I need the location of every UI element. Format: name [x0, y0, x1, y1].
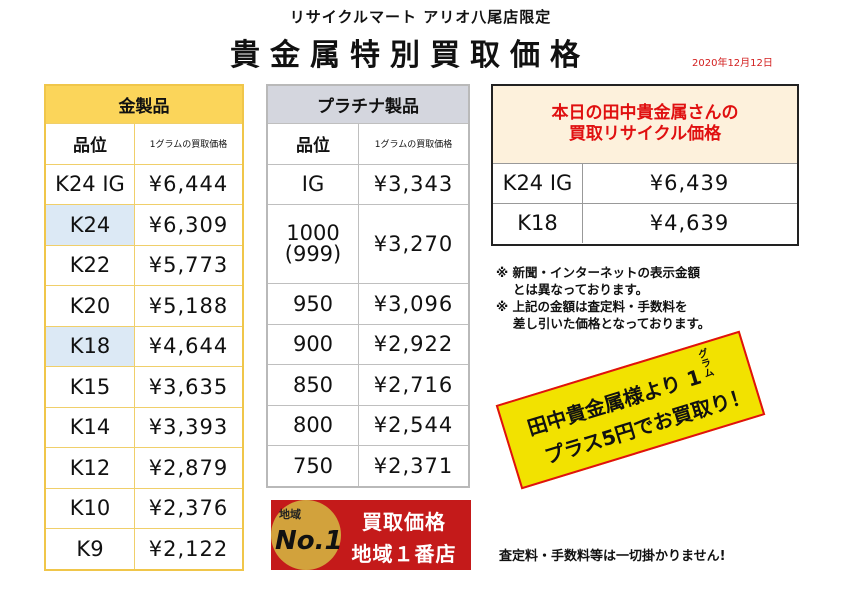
platinum-price: ¥2,371: [358, 445, 470, 487]
table-row: IG ¥3,343: [266, 163, 470, 205]
note-line: ※ 上記の金額は査定料・手数料を: [496, 299, 688, 314]
badge-text1: 買取価格: [362, 510, 446, 534]
gold-price: ¥2,376: [134, 487, 244, 529]
gold-grade: K24 IG: [44, 163, 135, 205]
table-row: K20 ¥5,188: [44, 285, 244, 327]
table-row: K14 ¥3,393: [44, 406, 244, 448]
badge-chiki: 地域: [279, 508, 301, 521]
table-row: 900 ¥2,922: [266, 323, 470, 365]
gold-grade: K20: [44, 285, 135, 327]
platinum-grade: 750: [266, 445, 359, 487]
gold-grade: K15: [44, 366, 135, 408]
note-line: ※ 新聞・インターネットの表示金額: [496, 265, 701, 280]
store-subtitle: リサイクルマート アリオ八尾店限定: [289, 8, 552, 26]
tanaka-grade: K24 IG: [493, 164, 583, 203]
platinum-price: ¥2,922: [358, 323, 470, 365]
gold-price: ¥3,393: [134, 406, 244, 448]
table-row: 800 ¥2,544: [266, 404, 470, 446]
platinum-price: ¥3,270: [358, 204, 470, 284]
platinum-col-price: 1グラムの買取価格: [358, 122, 470, 165]
platinum-price: ¥2,716: [358, 364, 470, 406]
platinum-grade: 900: [266, 323, 359, 365]
platinum-grade: 1000: [286, 221, 340, 245]
gold-table-header: 金製品: [44, 84, 244, 124]
table-row: K12 ¥2,879: [44, 447, 244, 489]
price-date: 2020年12月12日: [692, 58, 773, 69]
no1-badge: 地域 No.1 買取価格 地域１番店: [271, 500, 471, 570]
platinum-price: ¥3,343: [358, 163, 470, 205]
gold-grade: K10: [44, 487, 135, 529]
table-row: K24 IG ¥6,439: [493, 164, 797, 204]
gold-grade: K18: [44, 325, 135, 367]
platinum-table-header: プラチナ製品: [266, 84, 470, 124]
gold-price: ¥6,309: [134, 204, 244, 246]
platinum-grade-cell: 1000 (999): [266, 204, 359, 284]
table-row: 750 ¥2,371: [266, 445, 470, 487]
gold-price-table: 金製品 品位 1グラムの買取価格 K24 IG ¥6,444 K24 ¥6,309 …: [44, 84, 244, 571]
platinum-grade: 800: [266, 404, 359, 446]
platinum-grade: 950: [266, 283, 359, 325]
gold-grade: K12: [44, 447, 135, 489]
table-row: K22 ¥5,773: [44, 244, 244, 286]
gold-price: ¥2,122: [134, 528, 244, 570]
table-row: K18 ¥4,644: [44, 325, 244, 367]
table-row: K10 ¥2,376: [44, 487, 244, 529]
tanaka-box-heading: 本日の田中貴金属さんの 買取リサイクル価格: [493, 86, 797, 164]
table-row: 950 ¥3,096: [266, 283, 470, 325]
gold-price: ¥3,635: [134, 366, 244, 408]
badge-no1: No.1: [275, 526, 343, 556]
gold-price: ¥4,644: [134, 325, 244, 367]
platinum-col-grade: 品位: [266, 122, 359, 165]
table-row: K18 ¥4,639: [493, 204, 797, 243]
gold-col-grade: 品位: [44, 122, 135, 165]
promo-tag: 田中貴金属様より 1 グラム プラス5円でお買取り！: [495, 330, 766, 490]
table-row: 1000 (999) ¥3,270: [266, 204, 470, 284]
platinum-grade: IG: [266, 163, 359, 205]
table-row: K9 ¥2,122: [44, 528, 244, 570]
gold-grade: K9: [44, 528, 135, 570]
gold-price: ¥6,444: [134, 163, 244, 205]
tanaka-price: ¥4,639: [649, 211, 730, 235]
table-row: 850 ¥2,716: [266, 364, 470, 406]
tanaka-heading-line1: 本日の田中貴金属さんの: [551, 103, 739, 123]
platinum-price: ¥3,096: [358, 283, 470, 325]
gold-price: ¥5,188: [134, 285, 244, 327]
gold-col-price: 1グラムの買取価格: [134, 122, 244, 165]
platinum-price-table: プラチナ製品 品位 1グラムの買取価格 IG ¥3,343 1000 (999) …: [266, 84, 470, 488]
note-line: とは異なっております。: [496, 282, 649, 297]
gold-grade: K14: [44, 406, 135, 448]
note-line: 差し引いた価格となっております。: [496, 316, 711, 331]
gold-seal-icon: [271, 500, 341, 570]
notes: ※ 新聞・インターネットの表示金額 とは異なっております。 ※ 上記の金額は査定…: [496, 264, 710, 332]
tanaka-grade: K18: [493, 204, 583, 243]
tanaka-price: ¥6,439: [649, 171, 730, 195]
tanaka-heading-line2: 買取リサイクル価格: [568, 124, 722, 144]
gold-price: ¥2,879: [134, 447, 244, 489]
gold-grade: K22: [44, 244, 135, 286]
gold-grade: K24: [44, 204, 135, 246]
table-row: K15 ¥3,635: [44, 366, 244, 408]
platinum-grade-sub: (999): [284, 242, 342, 266]
platinum-price: ¥2,544: [358, 404, 470, 446]
page-title: 貴金属特別買取価格: [230, 38, 590, 73]
tanaka-price-box: 本日の田中貴金属さんの 買取リサイクル価格 K24 IG ¥6,439 K18 …: [491, 84, 799, 246]
footer-note: 査定料・手数料等は一切掛かりません!: [499, 549, 726, 564]
table-row: K24 IG ¥6,444: [44, 163, 244, 205]
platinum-grade: 850: [266, 364, 359, 406]
table-row: K24 ¥6,309: [44, 204, 244, 246]
badge-text2: 地域１番店: [351, 542, 457, 566]
gold-price: ¥5,773: [134, 244, 244, 286]
